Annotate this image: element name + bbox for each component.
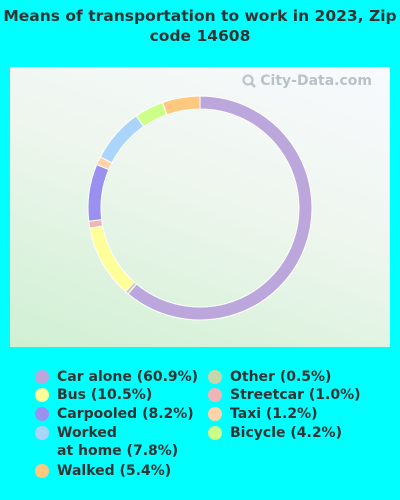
donut-slice bbox=[89, 225, 135, 293]
watermark-text: City-Data.com bbox=[260, 73, 372, 89]
donut-slice bbox=[135, 101, 168, 128]
donut-slice bbox=[127, 95, 313, 321]
chart-title: Means of transportation to work in 2023,… bbox=[3, 7, 397, 45]
donut-slice bbox=[161, 95, 201, 116]
plot-area: City-Data.com bbox=[10, 67, 390, 347]
magnifier-icon bbox=[242, 74, 257, 88]
watermark: City-Data.com bbox=[242, 73, 372, 89]
donut-slice bbox=[99, 115, 145, 164]
donut-slice bbox=[87, 163, 110, 222]
